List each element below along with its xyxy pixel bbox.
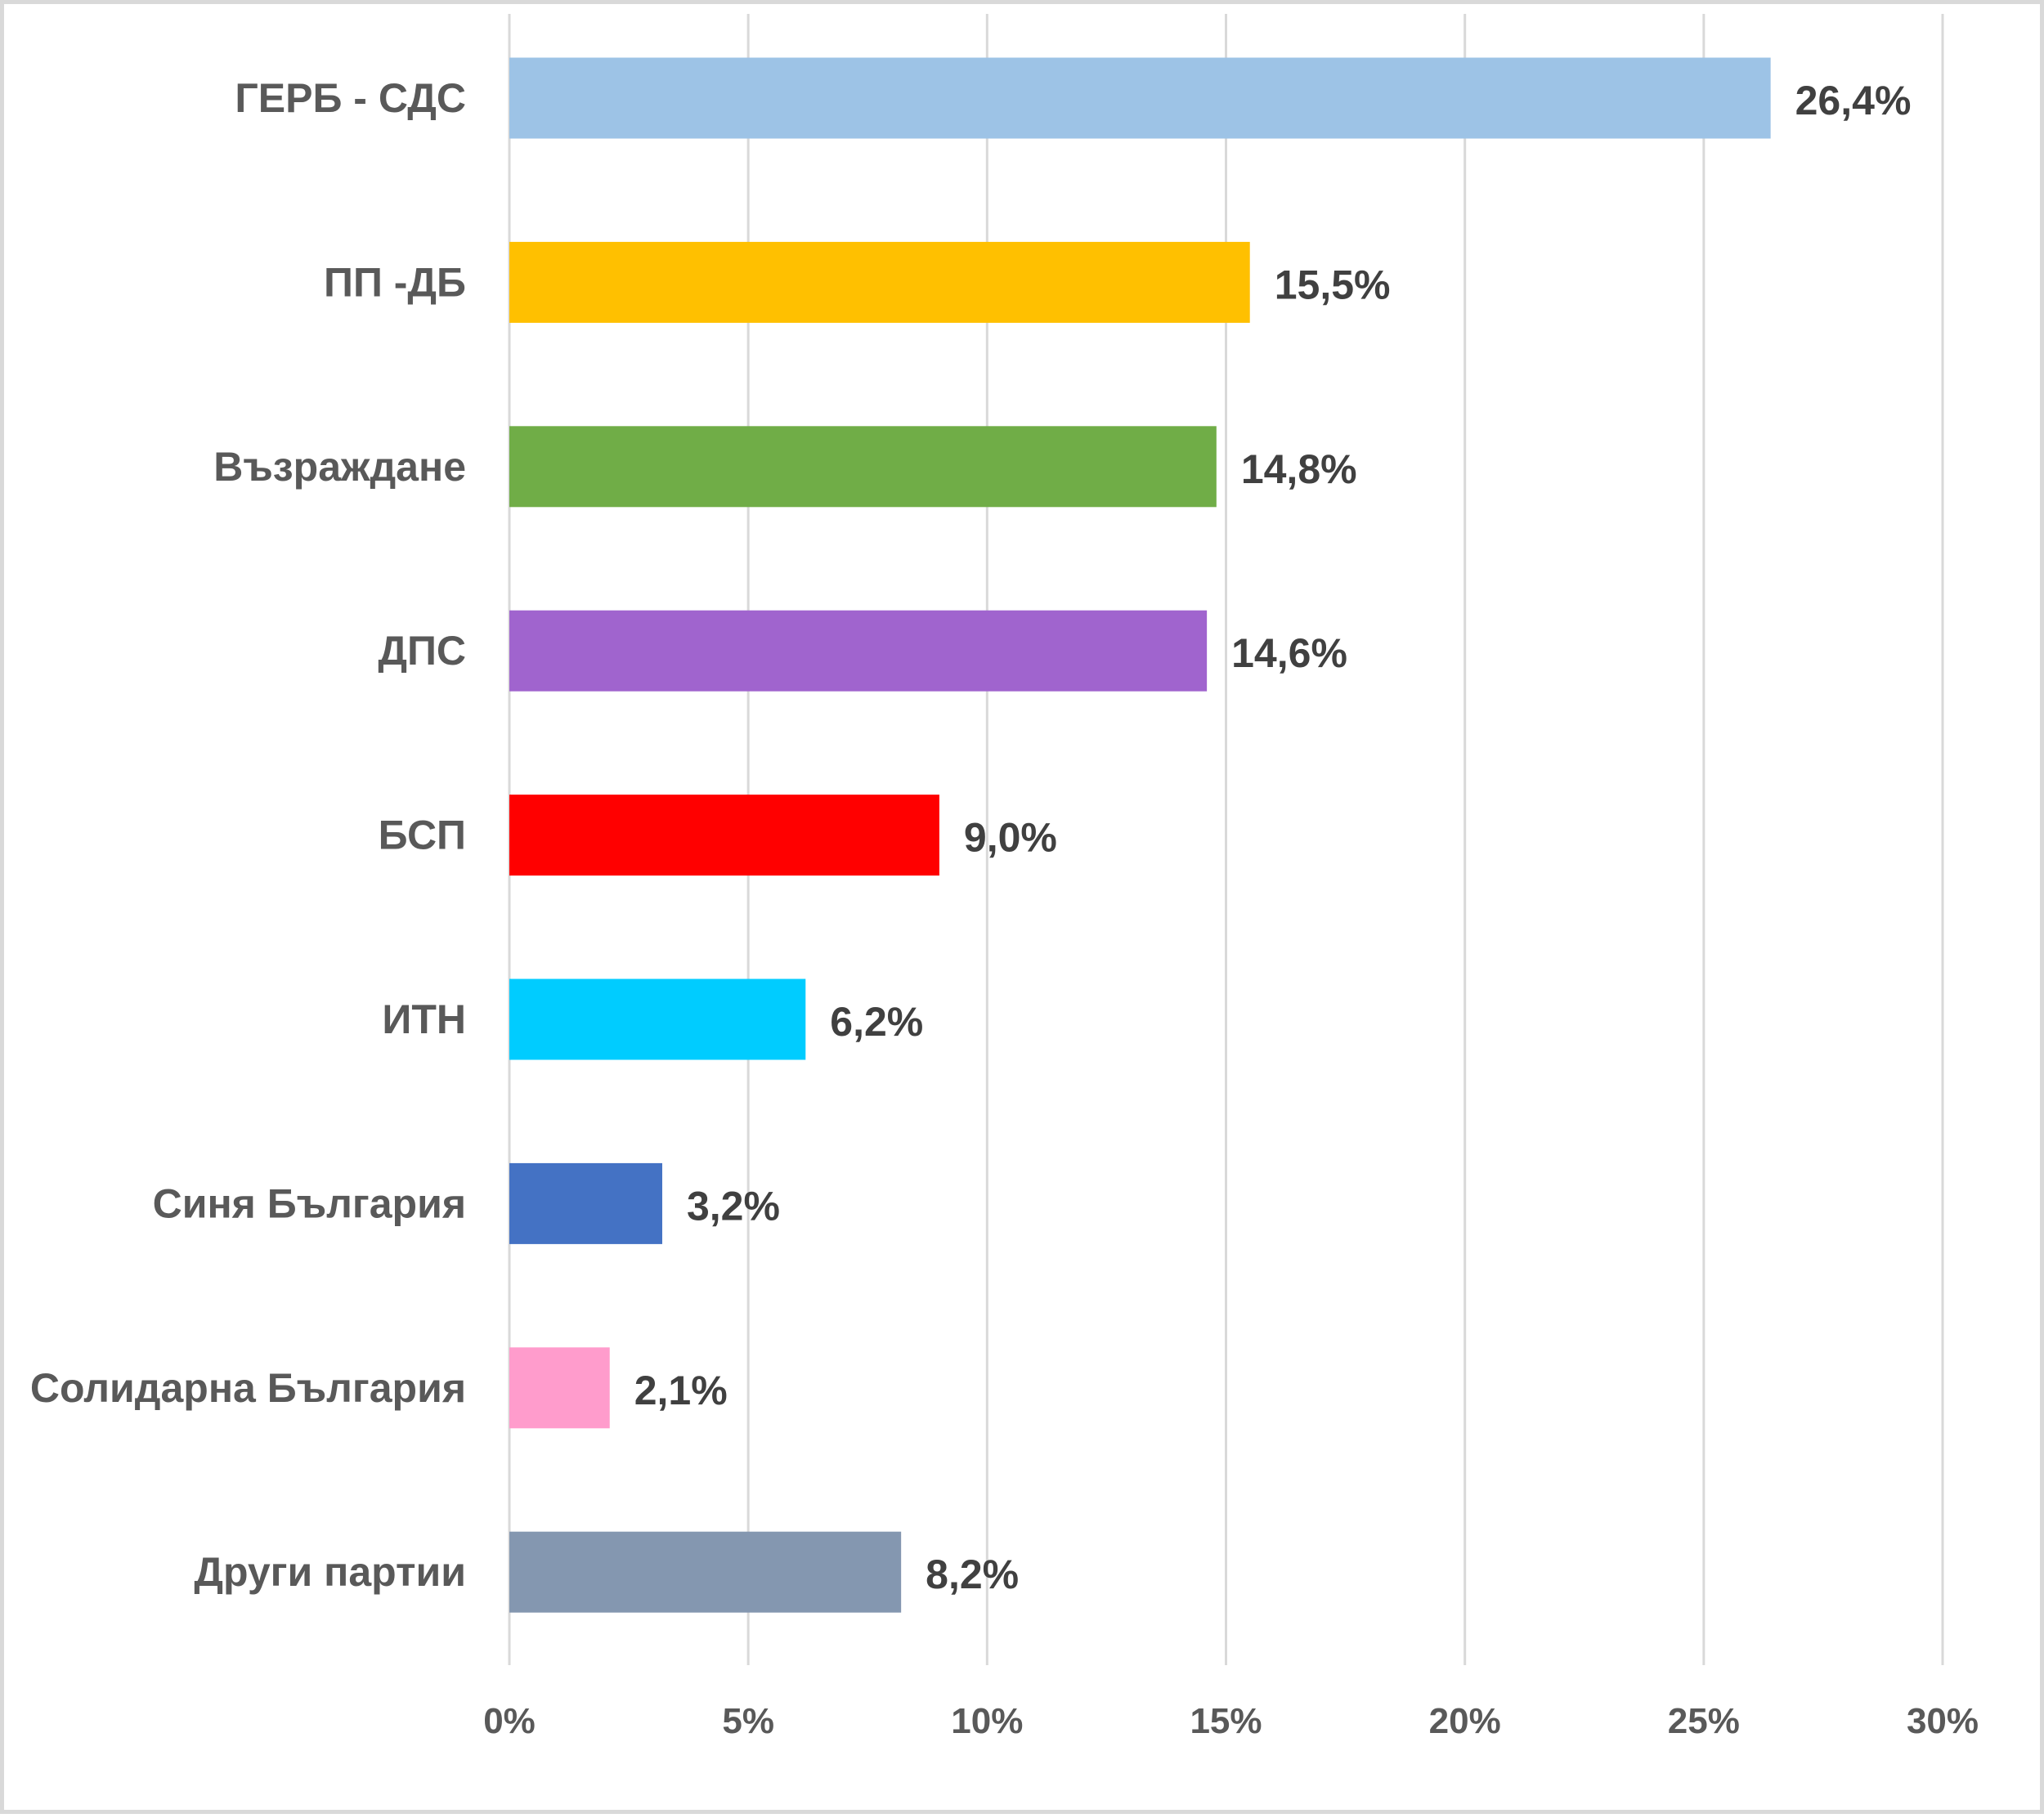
data-label: 8,2% [926,1552,1019,1597]
bar [509,241,1250,323]
data-label: 6,2% [830,999,923,1045]
value-labels: 26,4% 15,5% 14,8% 14,6% 9,0% 6,2% 3,2% 2,1% 8,2% [634,78,1912,1597]
data-label: 9,0% [964,815,1057,861]
x-tick-label: 20% [1429,1701,1501,1741]
x-tick-label: 5% [722,1701,774,1741]
category-label: ПП -ДБ [324,259,466,305]
bars [509,57,1771,1613]
category-label: ГЕРБ - СДС [235,75,466,121]
category-label: ИТН [382,996,466,1042]
bar [509,610,1208,692]
x-tick-label: 10% [951,1701,1023,1741]
data-label: 3,2% [687,1183,780,1229]
bar [509,1531,902,1613]
bar [509,57,1771,139]
category-label: Други партии [194,1549,466,1595]
data-label: 2,1% [634,1368,728,1413]
bar [509,795,939,876]
category-label: БСП [379,813,466,858]
data-label: 26,4% [1795,78,1912,123]
x-axis-tick-labels: 0% 5% 10% 15% 20% 25% 30% [483,1701,1979,1741]
x-tick-label: 30% [1907,1701,1979,1741]
data-label: 15,5% [1275,262,1391,307]
bar [509,1347,610,1429]
category-label: Солидарна България [30,1365,466,1411]
category-labels: ГЕРБ - СДС ПП -ДБ Възраждане ДПС БСП ИТН Синя … [30,75,466,1595]
data-label: 14,8% [1241,446,1357,492]
x-tick-label: 15% [1190,1701,1262,1741]
bar [509,978,806,1060]
x-tick-label: 25% [1668,1701,1740,1741]
category-label: Възраждане [213,444,466,490]
bar-chart: ГЕРБ - СДС ПП -ДБ Възраждане ДПС БСП ИТН Синя … [30,14,1979,1741]
category-label: ДПС [378,628,466,674]
bar [509,1162,662,1244]
data-label: 14,6% [1231,630,1347,676]
bar [509,426,1217,508]
x-tick-label: 0% [483,1701,536,1741]
category-label: Синя България [153,1180,466,1226]
